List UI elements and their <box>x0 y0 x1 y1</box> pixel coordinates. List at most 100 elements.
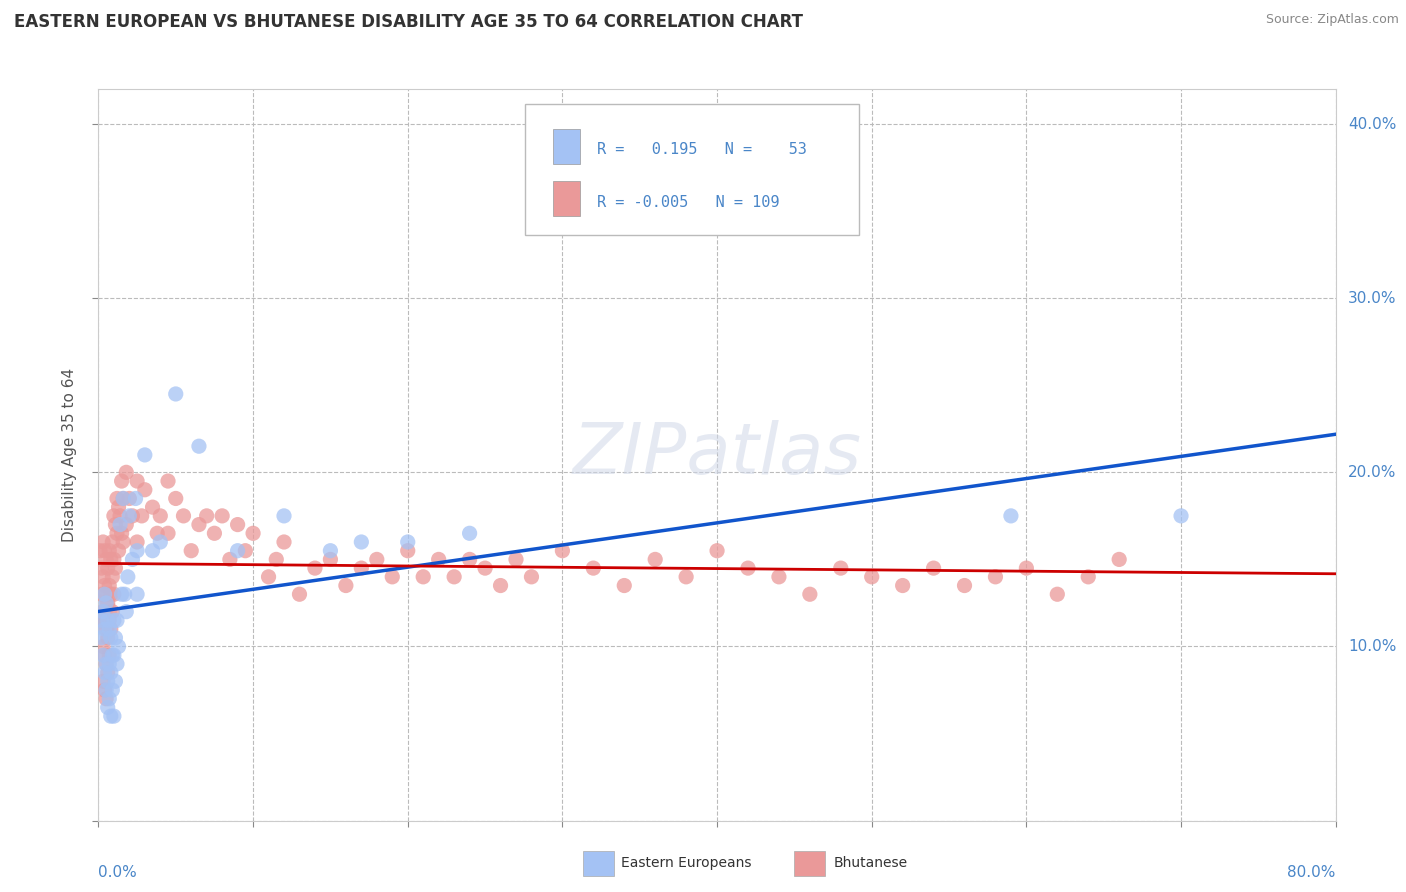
Point <box>91 535 114 549</box>
Point <box>1000 508 1022 523</box>
Point <box>188 439 211 453</box>
Point <box>350 535 373 549</box>
Point <box>273 535 295 549</box>
Point <box>108 517 131 532</box>
Point <box>105 613 128 627</box>
Point <box>127 474 149 488</box>
Point <box>111 474 132 488</box>
Point <box>90 613 112 627</box>
Point <box>396 543 419 558</box>
Point <box>204 526 226 541</box>
Point <box>226 517 249 532</box>
Point <box>1077 570 1099 584</box>
Point <box>93 665 115 680</box>
Point <box>96 691 118 706</box>
Point <box>90 613 112 627</box>
Point <box>304 561 326 575</box>
Point <box>157 526 180 541</box>
Point <box>172 508 194 523</box>
Point <box>105 526 128 541</box>
Point <box>114 587 136 601</box>
Point <box>117 570 139 584</box>
Point <box>89 605 111 619</box>
Point <box>93 587 115 601</box>
Point <box>891 578 914 592</box>
Point <box>396 535 419 549</box>
Point <box>91 640 114 654</box>
Point <box>288 587 311 601</box>
Text: 80.0%: 80.0% <box>1288 864 1336 880</box>
Point <box>1108 552 1130 566</box>
Point <box>335 578 357 592</box>
Point <box>111 526 132 541</box>
Point <box>93 578 115 592</box>
Point <box>922 561 945 575</box>
Point <box>103 587 125 601</box>
Point <box>107 640 129 654</box>
Point <box>644 552 666 566</box>
Point <box>98 578 121 592</box>
Point <box>613 578 636 592</box>
Point <box>108 508 131 523</box>
Point <box>157 474 180 488</box>
Point <box>350 561 373 575</box>
Point <box>96 552 118 566</box>
Point <box>118 491 141 506</box>
Point <box>273 508 295 523</box>
Text: Source: ZipAtlas.com: Source: ZipAtlas.com <box>1265 13 1399 27</box>
Point <box>141 543 165 558</box>
Point <box>458 552 481 566</box>
Point <box>91 674 114 689</box>
Text: EASTERN EUROPEAN VS BHUTANESE DISABILITY AGE 35 TO 64 CORRELATION CHART: EASTERN EUROPEAN VS BHUTANESE DISABILITY… <box>14 13 803 31</box>
Point <box>91 648 114 663</box>
Point <box>149 535 172 549</box>
Point <box>97 596 120 610</box>
Point <box>103 508 125 523</box>
Point <box>984 570 1007 584</box>
Point <box>96 657 118 671</box>
Point <box>226 543 249 558</box>
Text: R = -0.005   N = 109: R = -0.005 N = 109 <box>598 195 779 210</box>
Point <box>104 517 127 532</box>
Text: 40.0%: 40.0% <box>1348 117 1396 131</box>
Point <box>98 648 121 663</box>
Point <box>98 691 121 706</box>
Point <box>98 657 121 671</box>
Point <box>100 709 122 723</box>
Point <box>112 535 135 549</box>
Point <box>97 561 120 575</box>
Point <box>103 709 125 723</box>
Point <box>257 570 280 584</box>
Point <box>97 700 120 714</box>
Point <box>115 466 138 480</box>
Point <box>706 543 728 558</box>
Point <box>96 622 118 636</box>
Point <box>188 517 211 532</box>
Point <box>105 657 128 671</box>
Point <box>489 578 512 592</box>
Point <box>165 491 187 506</box>
Point <box>121 552 143 566</box>
Bar <box>553 128 579 164</box>
Point <box>121 508 143 523</box>
Point <box>100 665 122 680</box>
Point <box>195 508 218 523</box>
Point <box>233 543 257 558</box>
Point <box>115 605 138 619</box>
Point <box>1015 561 1038 575</box>
Point <box>264 552 288 566</box>
Point <box>165 387 187 401</box>
Point <box>104 631 127 645</box>
Point <box>104 561 127 575</box>
Point <box>1170 508 1192 523</box>
Point <box>96 683 118 698</box>
Point <box>89 543 111 558</box>
Point <box>737 561 759 575</box>
Point <box>242 526 264 541</box>
Point <box>93 683 115 698</box>
Point <box>100 552 122 566</box>
Point <box>93 622 115 636</box>
Point <box>96 596 118 610</box>
Point <box>107 543 129 558</box>
Point <box>134 448 156 462</box>
